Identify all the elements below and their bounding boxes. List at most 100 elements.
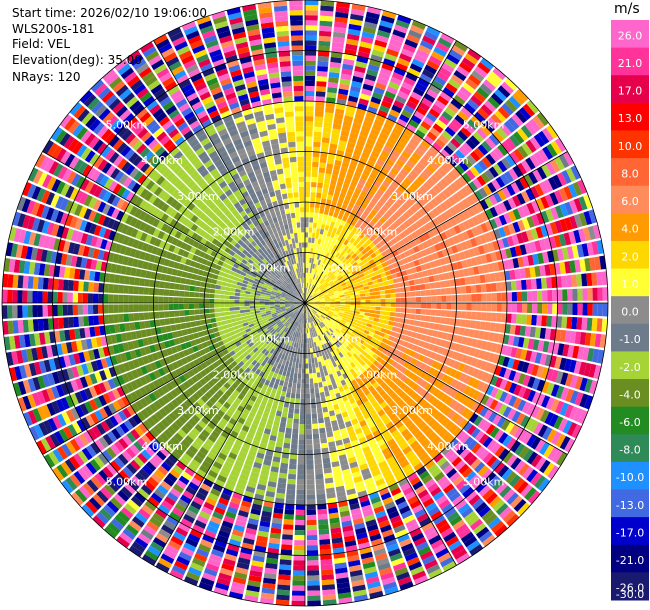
velocity-gate <box>330 138 339 145</box>
velocity-gate <box>296 489 305 495</box>
velocity-gate <box>368 133 378 141</box>
velocity-gate <box>350 180 358 188</box>
velocity-gate <box>295 519 305 526</box>
velocity-gate <box>375 82 387 91</box>
velocity-gate <box>305 388 310 394</box>
velocity-gate <box>302 358 305 364</box>
velocity-gate <box>305 419 312 425</box>
velocity-gate <box>294 545 305 551</box>
velocity-gate <box>414 284 421 291</box>
velocity-gate <box>450 287 457 295</box>
velocity-gate <box>350 85 361 93</box>
velocity-gate <box>308 262 311 268</box>
velocity-gate <box>414 314 421 321</box>
velocity-gate <box>373 317 380 322</box>
velocity-gate <box>596 318 603 332</box>
velocity-gate <box>306 277 308 283</box>
velocity-gate <box>310 197 316 203</box>
velocity-gate <box>411 20 427 30</box>
velocity-gate <box>324 390 330 397</box>
velocity-gate <box>370 303 376 307</box>
velocity-gate <box>418 321 425 328</box>
velocity-gate <box>307 257 310 263</box>
velocity-gate <box>310 187 317 193</box>
velocity-gate <box>338 88 349 96</box>
velocity-gate <box>328 237 334 243</box>
velocity-gate <box>324 117 333 124</box>
velocity-gate <box>369 172 378 180</box>
velocity-gate <box>431 303 437 309</box>
velocity-gate <box>309 257 312 263</box>
velocity-gate <box>312 372 317 379</box>
velocity-gate <box>294 540 305 546</box>
velocity-gate <box>376 136 387 145</box>
velocity-gate <box>314 463 323 470</box>
velocity-gate <box>350 300 356 303</box>
velocity-gate <box>391 72 404 81</box>
velocity-gate <box>369 291 376 296</box>
velocity-gate <box>320 5 334 12</box>
velocity-gate <box>306 333 309 339</box>
velocity-gate <box>531 278 537 290</box>
velocity-gate <box>311 268 314 274</box>
velocity-gate <box>354 308 361 312</box>
velocity-gate <box>415 296 422 303</box>
velocity-gate <box>319 539 331 545</box>
velocity-gate <box>316 254 321 260</box>
velocity-gate <box>324 246 330 253</box>
velocity-gate <box>380 294 386 299</box>
velocity-gate <box>394 312 401 318</box>
velocity-gate <box>325 102 335 109</box>
velocity-gate <box>350 196 357 204</box>
velocity-gate <box>430 309 437 316</box>
velocity-gate <box>332 250 338 257</box>
velocity-gate <box>315 202 320 209</box>
velocity-gate <box>319 208 325 214</box>
velocity-gate <box>380 15 395 24</box>
velocity-gate <box>321 376 326 382</box>
velocity-gate <box>333 164 341 171</box>
velocity-gate <box>571 317 578 330</box>
velocity-gate <box>375 295 381 299</box>
velocity-gate <box>300 393 305 399</box>
velocity-gate <box>341 226 348 233</box>
velocity-gate <box>379 310 386 315</box>
velocity-gate <box>537 303 543 314</box>
velocity-gate <box>308 232 312 238</box>
velocity-gate <box>475 312 482 321</box>
velocity-gate <box>386 86 398 95</box>
velocity-gate <box>305 353 308 359</box>
velocity-gate <box>406 34 420 44</box>
velocity-gate <box>389 284 395 289</box>
velocity-gate <box>378 72 391 81</box>
velocity-gate <box>318 50 330 57</box>
velocity-gate <box>313 443 321 450</box>
velocity-gate <box>335 108 345 115</box>
velocity-gate <box>292 428 299 435</box>
velocity-gate <box>362 169 371 177</box>
velocity-gate <box>292 580 305 586</box>
velocity-gate <box>429 282 436 289</box>
velocity-gate <box>295 514 305 521</box>
velocity-gate <box>307 575 320 581</box>
velocity-gate <box>330 249 335 255</box>
velocity-gate <box>474 320 481 330</box>
velocity-gate <box>295 362 299 369</box>
velocity-gate <box>516 314 522 324</box>
velocity-gate <box>294 367 299 374</box>
velocity-gate <box>305 121 314 127</box>
velocity-gate <box>311 413 318 419</box>
velocity-gate <box>295 393 301 399</box>
velocity-gate <box>561 275 568 288</box>
velocity-gate <box>307 570 320 576</box>
velocity-gate <box>400 48 414 58</box>
velocity-gate <box>317 265 322 271</box>
velocity-gate <box>282 534 293 540</box>
velocity-gate <box>305 373 309 379</box>
velocity-gate <box>370 128 380 137</box>
velocity-gate <box>309 289 312 294</box>
velocity-gate <box>327 158 335 165</box>
velocity-gate <box>305 156 312 162</box>
velocity-gate <box>308 273 312 279</box>
velocity-gate <box>305 45 317 51</box>
